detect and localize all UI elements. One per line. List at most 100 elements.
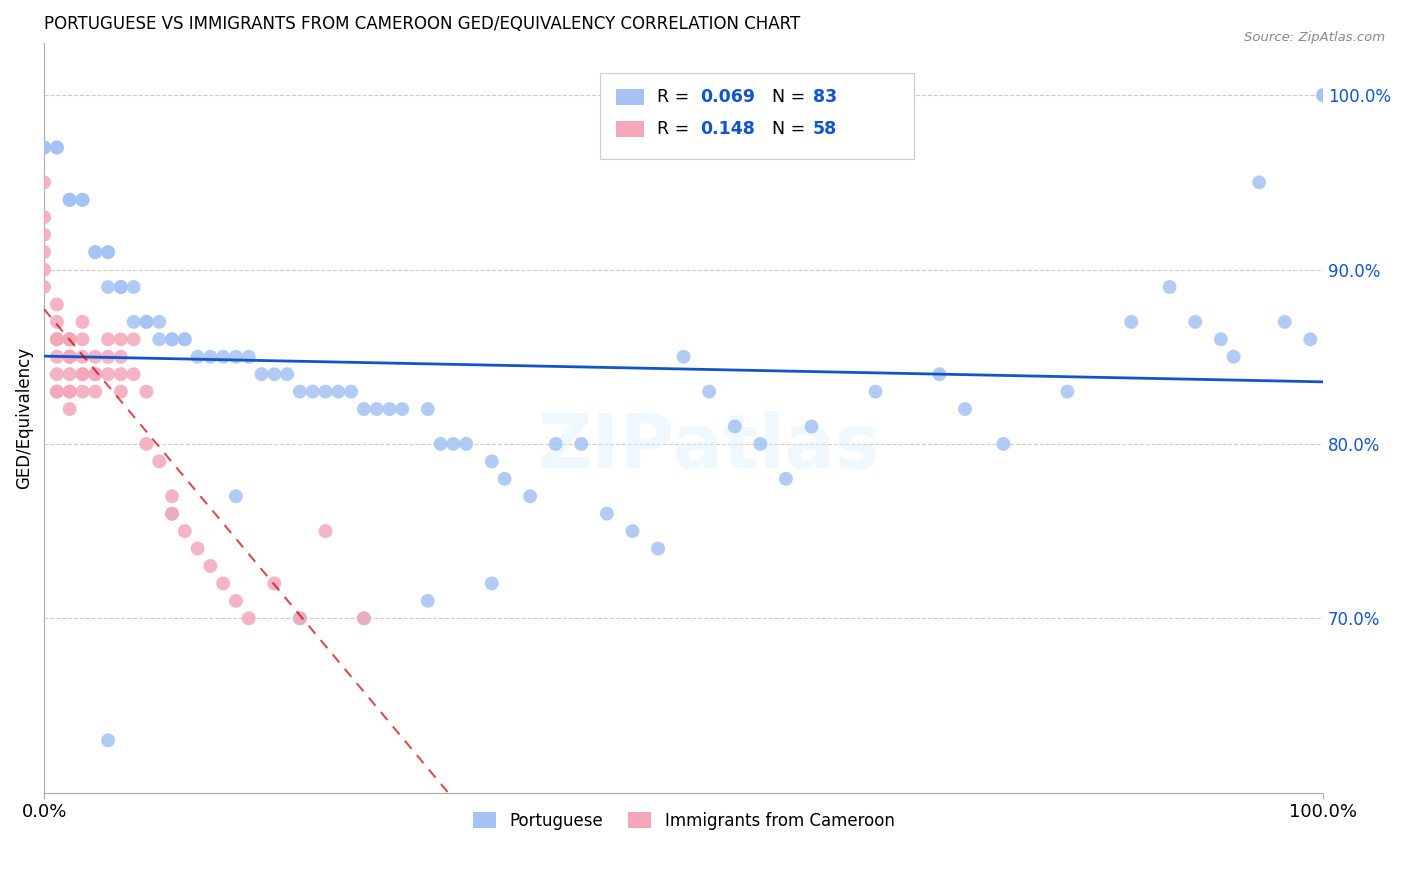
- Point: [72, 350, 94, 364]
- Point: [72, 332, 94, 346]
- Point: [97, 245, 120, 260]
- Point: [1121, 315, 1143, 329]
- Point: [187, 541, 209, 556]
- Point: [800, 419, 823, 434]
- Point: [1249, 175, 1271, 189]
- Point: [238, 611, 260, 625]
- Text: R =: R =: [657, 120, 695, 138]
- Point: [225, 350, 247, 364]
- Point: [72, 367, 94, 381]
- Point: [391, 402, 413, 417]
- Point: [45, 350, 67, 364]
- Point: [84, 367, 107, 381]
- Point: [288, 611, 311, 625]
- Point: [160, 489, 183, 503]
- Point: [45, 367, 67, 381]
- Point: [32, 140, 55, 154]
- Point: [481, 576, 503, 591]
- Text: 0.069: 0.069: [700, 88, 755, 106]
- Point: [353, 611, 375, 625]
- Point: [59, 332, 82, 346]
- Point: [1299, 332, 1322, 346]
- Point: [148, 332, 170, 346]
- Point: [416, 402, 439, 417]
- Point: [173, 524, 195, 538]
- Point: [481, 454, 503, 468]
- Point: [97, 245, 120, 260]
- Point: [97, 280, 120, 294]
- Point: [263, 367, 285, 381]
- Point: [647, 541, 669, 556]
- Point: [276, 367, 298, 381]
- Point: [200, 559, 222, 574]
- Point: [187, 350, 209, 364]
- Point: [135, 315, 157, 329]
- Point: [97, 332, 120, 346]
- Point: [353, 402, 375, 417]
- Point: [45, 140, 67, 154]
- Text: 58: 58: [813, 120, 837, 138]
- Point: [59, 193, 82, 207]
- Point: [59, 350, 82, 364]
- Point: [148, 315, 170, 329]
- Point: [212, 576, 235, 591]
- Point: [72, 367, 94, 381]
- Point: [775, 472, 797, 486]
- Point: [84, 245, 107, 260]
- Point: [173, 332, 195, 346]
- Point: [110, 384, 132, 399]
- Point: [72, 315, 94, 329]
- Point: [1222, 350, 1244, 364]
- Point: [621, 524, 644, 538]
- Point: [110, 332, 132, 346]
- Point: [749, 437, 772, 451]
- Point: [45, 140, 67, 154]
- Y-axis label: GED/Equivalency: GED/Equivalency: [15, 347, 32, 489]
- Point: [160, 507, 183, 521]
- Point: [72, 384, 94, 399]
- Point: [59, 350, 82, 364]
- Point: [378, 402, 401, 417]
- Point: [672, 350, 695, 364]
- Point: [263, 576, 285, 591]
- Point: [84, 350, 107, 364]
- Point: [110, 350, 132, 364]
- Point: [429, 437, 451, 451]
- Point: [59, 384, 82, 399]
- Point: [441, 437, 464, 451]
- Text: ZIPatlas: ZIPatlas: [538, 411, 880, 484]
- Point: [288, 611, 311, 625]
- Point: [724, 419, 747, 434]
- Point: [697, 384, 720, 399]
- Point: [32, 140, 55, 154]
- Point: [122, 332, 145, 346]
- Point: [45, 332, 67, 346]
- Point: [569, 437, 592, 451]
- Point: [173, 332, 195, 346]
- Point: [97, 367, 120, 381]
- Point: [84, 245, 107, 260]
- FancyBboxPatch shape: [616, 88, 644, 105]
- Point: [519, 489, 541, 503]
- Point: [122, 315, 145, 329]
- Point: [72, 193, 94, 207]
- Point: [135, 315, 157, 329]
- Point: [45, 297, 67, 311]
- Point: [45, 384, 67, 399]
- Point: [301, 384, 323, 399]
- Point: [1056, 384, 1078, 399]
- Text: 83: 83: [813, 88, 837, 106]
- FancyBboxPatch shape: [600, 73, 914, 159]
- Point: [122, 280, 145, 294]
- Point: [135, 384, 157, 399]
- Point: [456, 437, 478, 451]
- Point: [416, 594, 439, 608]
- Point: [59, 193, 82, 207]
- Point: [110, 280, 132, 294]
- Point: [110, 280, 132, 294]
- Point: [45, 332, 67, 346]
- Point: [315, 524, 337, 538]
- Point: [32, 211, 55, 225]
- Point: [32, 227, 55, 242]
- Point: [1209, 332, 1232, 346]
